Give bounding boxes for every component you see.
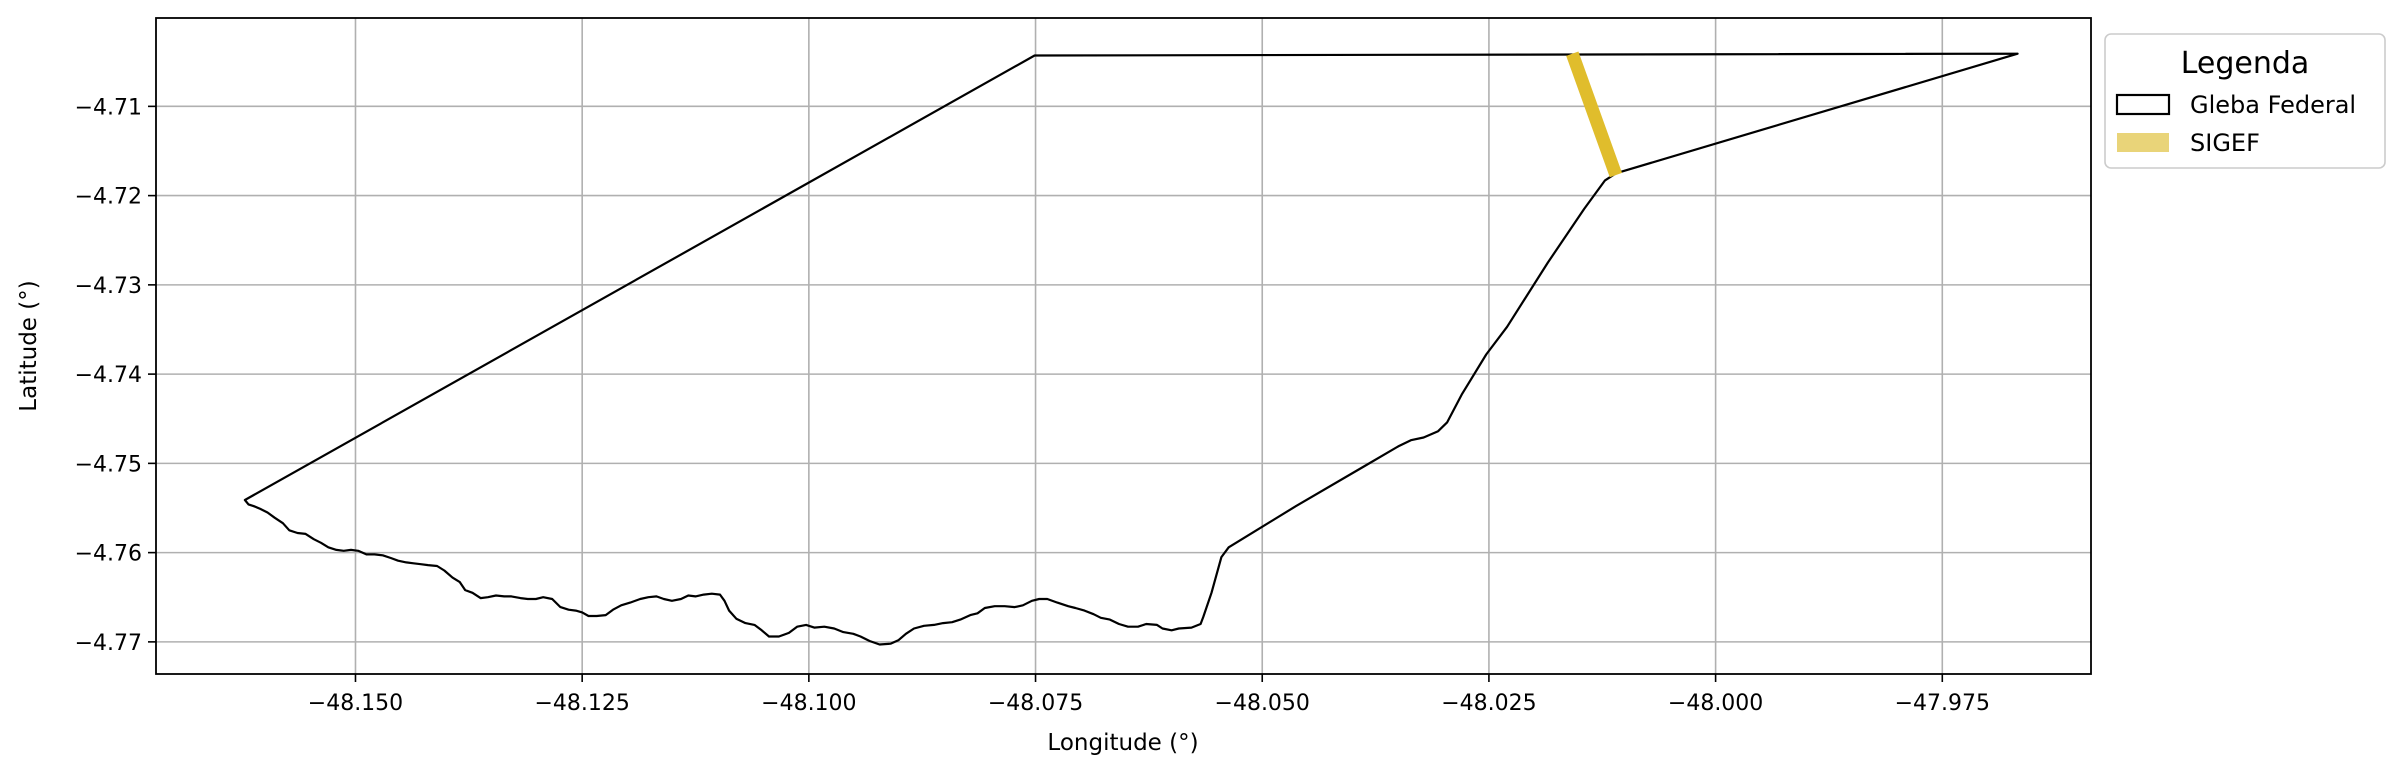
y-tick-label: −4.72 [75, 185, 142, 210]
x-tick-label: −48.150 [308, 691, 403, 716]
legend: Legenda Gleba Federal SIGEF [2104, 33, 2386, 169]
sigef-parcel [1566, 51, 1623, 178]
y-tick-label: −4.76 [75, 542, 142, 567]
legend-label-gleba-federal: Gleba Federal [2190, 91, 2356, 119]
x-tick-label: −48.075 [988, 691, 1083, 716]
axes-background [156, 18, 2091, 674]
x-tick-label: −48.000 [1668, 691, 1763, 716]
y-tick-label: −4.74 [75, 363, 142, 388]
y-tick-label: −4.73 [75, 274, 142, 299]
legend-label-sigef: SIGEF [2190, 129, 2260, 157]
plot-area: −48.150 −48.125 −48.100 −48.075 −48.050 −48.0… [75, 17, 2092, 716]
y-tick-label: −4.77 [75, 631, 142, 656]
map-layers [243, 51, 2019, 646]
axes-frame [155, 17, 2092, 675]
x-tick-label: −48.050 [1215, 691, 1310, 716]
y-tick-label: −4.75 [75, 452, 142, 477]
x-axis-label: Longitude (°) [1047, 730, 1198, 756]
x-tick-label: −48.100 [761, 691, 856, 716]
x-tick-label: −48.025 [1441, 691, 1536, 716]
legend-title: Legenda [2181, 46, 2310, 81]
y-tick-label: −4.71 [75, 95, 142, 120]
x-tick-label: −47.975 [1895, 691, 1990, 716]
y-axis-label: Latitude (°) [16, 280, 42, 411]
legend-swatch-gleba-federal [2115, 93, 2171, 116]
x-tick-label: −48.125 [534, 691, 629, 716]
legend-swatch-sigef [2117, 133, 2169, 152]
gleba-federal-boundary [243, 52, 2019, 646]
legend-box [2104, 33, 2386, 169]
axis-ticks: −48.150 −48.125 −48.100 −48.075 −48.050 −48.0… [75, 95, 1990, 716]
grid-lines [156, 18, 2091, 674]
